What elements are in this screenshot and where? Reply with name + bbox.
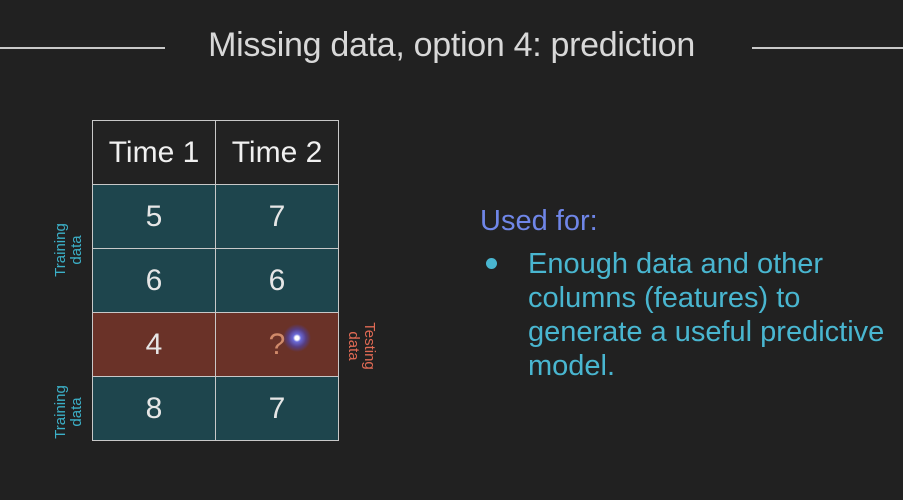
testing-data-label-text: Testing data: [345, 322, 378, 370]
table-cell: 7: [215, 184, 339, 249]
training-data-label-text: Training data: [52, 223, 85, 277]
used-for-heading: Used for:: [480, 205, 598, 237]
bullet-icon: [486, 258, 497, 269]
missing-value-cell: ?: [215, 312, 339, 377]
table-cell: 6: [215, 248, 339, 313]
training-data-label-bottom: Training data: [52, 377, 85, 447]
column-header-time-1: Time 1: [92, 120, 216, 185]
training-data-label-text: Training data: [52, 385, 85, 439]
table-header-row: Time 1 Time 2: [92, 120, 339, 185]
table-cell: 5: [92, 184, 216, 249]
slide-title: Missing data, option 4: prediction: [208, 26, 695, 64]
table-row-training: 5 7: [92, 184, 339, 249]
training-data-label-top: Training data: [52, 215, 85, 285]
table-row-training: 6 6: [92, 248, 339, 313]
title-rule-left: [0, 47, 165, 49]
table-cell: 4: [92, 312, 216, 377]
testing-data-label: Testing data: [345, 311, 378, 381]
column-header-time-2: Time 2: [215, 120, 339, 185]
data-table: Time 1 Time 2 5 7 6 6 4 ? 8 7: [92, 120, 339, 441]
table-row-testing: 4 ?: [92, 312, 339, 377]
used-for-bullet: Enough data and other columns (features)…: [528, 248, 885, 382]
pointer-cursor-icon: [283, 324, 311, 352]
table-cell: 6: [92, 248, 216, 313]
table-row-training: 8 7: [92, 376, 339, 441]
table-cell: 7: [215, 376, 339, 441]
title-rule-right: [752, 47, 903, 49]
table-cell: 8: [92, 376, 216, 441]
